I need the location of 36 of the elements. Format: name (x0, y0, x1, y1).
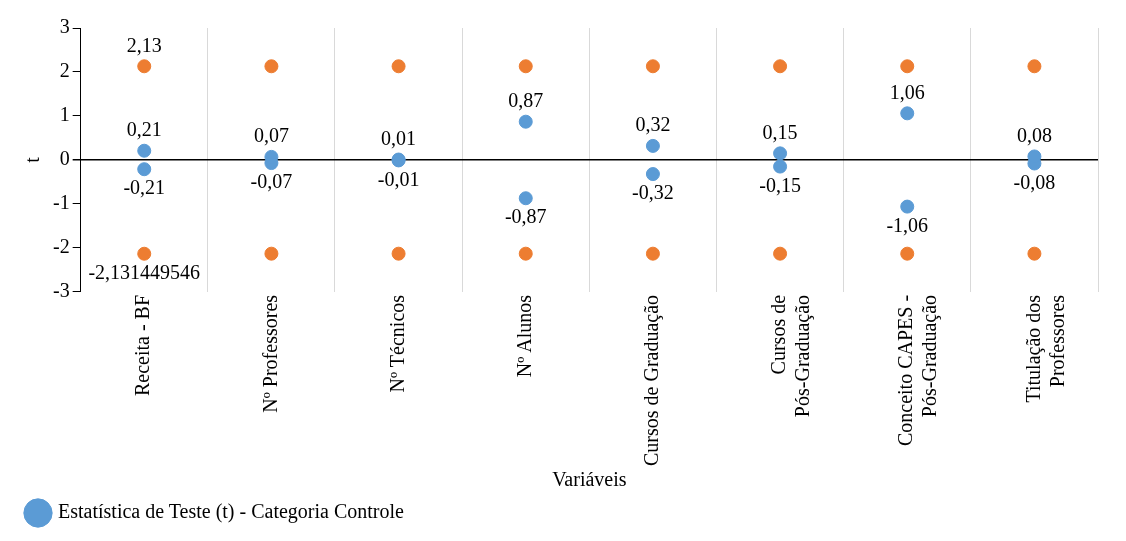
y-tick-label: -2 (52, 235, 70, 258)
data-label: -1,06 (886, 213, 929, 236)
x-axis-title: Variáveis (552, 468, 627, 491)
data-label: -0,15 (759, 173, 801, 196)
y-tick-label: 3 (59, 15, 70, 38)
data-label: 0,07 (253, 124, 289, 147)
data-label: 0,01 (381, 126, 417, 149)
data-label: 0,15 (762, 120, 798, 143)
y-tick-label: 1 (59, 103, 70, 126)
data-label: 1,06 (889, 80, 925, 103)
y-tick-label: -1 (52, 191, 70, 214)
y-tick-label: 0 (59, 147, 70, 170)
y-tick-label: 2 (59, 59, 70, 82)
data-label: -0,01 (377, 167, 420, 190)
data-label: 0,32 (635, 113, 671, 136)
data-label: -0,32 (632, 181, 674, 204)
legend-label: Estatística de Teste (t) - Categoria Controle (58, 500, 405, 524)
x-tick-label: Nº Técnicos (385, 294, 408, 393)
x-tick-label: Cursos de Graduação (640, 294, 664, 467)
x-tick-label: Conceito CAPES - Pós-Graduação (894, 294, 942, 447)
x-tick-label: Receita - BF (131, 294, 154, 397)
data-label: -0,08 (1013, 170, 1056, 193)
data-label: 0,87 (508, 88, 544, 111)
data-label: 0,08 (1016, 123, 1052, 146)
x-tick-label: Nº Professores (258, 294, 281, 413)
x-tick-label: Nº Alunos (513, 294, 535, 378)
data-label: -0,21 (123, 176, 166, 199)
data-label: -0,87 (504, 205, 547, 228)
data-label: -0,07 (250, 170, 293, 193)
y-axis-title: t (21, 156, 44, 163)
data-label: -2,131449546 (88, 260, 201, 283)
x-tick-label: Titulação dos Professores (1021, 294, 1068, 403)
x-tick-label: Cursos de Pós-Graduação (767, 294, 815, 418)
y-tick-label: -3 (52, 279, 70, 302)
data-label: 2,13 (126, 33, 162, 56)
data-label: 0,21 (126, 117, 162, 140)
